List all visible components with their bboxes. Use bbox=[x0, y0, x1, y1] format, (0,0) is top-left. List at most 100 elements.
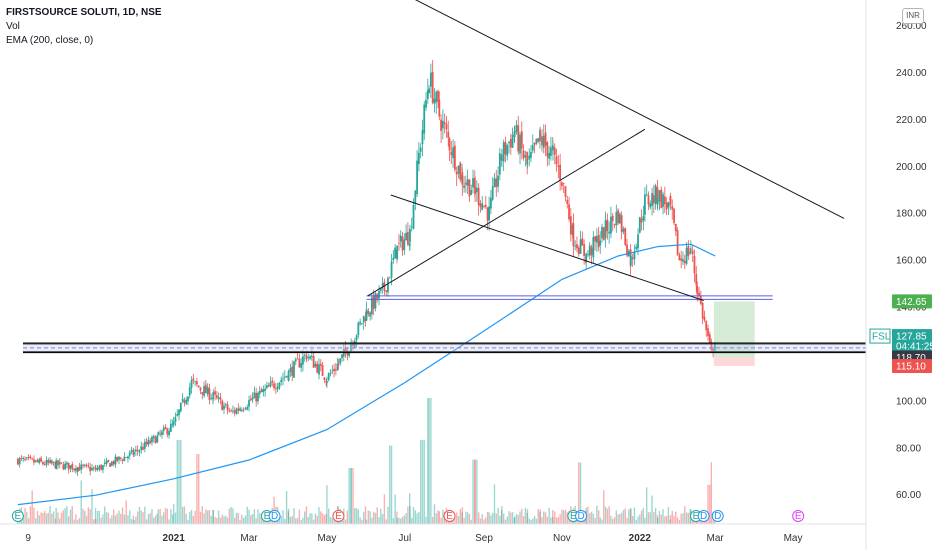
candle-body bbox=[437, 91, 439, 102]
candle-body bbox=[107, 459, 110, 463]
candle-body bbox=[300, 363, 303, 368]
candle-body bbox=[656, 201, 659, 205]
volume-bar bbox=[431, 517, 434, 524]
candle-body bbox=[67, 462, 70, 470]
volume-bar bbox=[180, 440, 182, 524]
candle-body bbox=[452, 147, 454, 159]
volume-bar bbox=[543, 511, 545, 524]
volume-bar bbox=[68, 516, 70, 524]
volume-bar bbox=[398, 517, 400, 524]
candle-body bbox=[372, 295, 375, 310]
volume-bar bbox=[104, 506, 106, 524]
volume-bar bbox=[316, 515, 318, 524]
volume-bar bbox=[468, 513, 471, 524]
candle-body bbox=[629, 256, 632, 265]
volume-bar bbox=[69, 509, 72, 524]
volume-bar bbox=[396, 511, 398, 524]
candle-body bbox=[123, 456, 126, 461]
candle-body bbox=[230, 410, 233, 412]
candle-body bbox=[481, 203, 484, 210]
candle-body bbox=[214, 391, 216, 395]
currency-badge[interactable]: INR bbox=[902, 8, 924, 24]
volume-bar bbox=[557, 517, 560, 524]
candle-body bbox=[660, 189, 663, 209]
volume-bar bbox=[219, 517, 222, 524]
candle-body bbox=[392, 257, 395, 261]
legend-volume[interactable]: Vol bbox=[6, 21, 20, 32]
candle-body bbox=[601, 227, 603, 239]
volume-bar bbox=[561, 509, 563, 524]
candle-body bbox=[203, 386, 205, 396]
volume-bar bbox=[341, 518, 343, 524]
volume-bar bbox=[628, 509, 630, 524]
candle-body bbox=[262, 389, 265, 393]
volume-bar bbox=[107, 512, 109, 524]
volume-bar bbox=[239, 519, 241, 524]
candle-body bbox=[208, 388, 211, 400]
volume-bar bbox=[502, 513, 505, 524]
y-tick-label: 180.00 bbox=[896, 209, 927, 220]
event-marker-label: D bbox=[577, 511, 584, 522]
candle-body bbox=[127, 456, 129, 459]
candle-body bbox=[161, 431, 163, 436]
volume-bar bbox=[216, 517, 218, 524]
volume-bar bbox=[304, 511, 306, 524]
legend-ema[interactable]: EMA (200, close, 0) bbox=[6, 35, 94, 46]
candle-body bbox=[441, 120, 444, 129]
candle-body bbox=[251, 397, 254, 400]
candle-body bbox=[103, 462, 106, 464]
candle-body bbox=[76, 467, 79, 473]
volume-bar bbox=[282, 509, 284, 524]
candle-body bbox=[569, 216, 572, 235]
candle-body bbox=[134, 449, 137, 452]
volume-bar bbox=[31, 490, 33, 524]
legend-symbol-title[interactable]: FIRSTSOURCE SOLUTI, 1D, NSE bbox=[6, 7, 162, 18]
volume-bar bbox=[646, 487, 648, 524]
candle-body bbox=[673, 208, 675, 224]
volume-bar bbox=[129, 510, 131, 524]
candle-body bbox=[583, 244, 586, 257]
candle-body bbox=[388, 277, 391, 279]
candle-body bbox=[674, 223, 677, 232]
volume-bar bbox=[412, 506, 415, 524]
volume-bar bbox=[354, 508, 356, 524]
volume-bar bbox=[532, 518, 534, 524]
candle-body bbox=[520, 131, 523, 149]
volume-bar bbox=[178, 440, 180, 524]
candle-body bbox=[119, 457, 122, 459]
y-tick-label: 160.00 bbox=[896, 256, 927, 267]
candle-body bbox=[459, 162, 462, 180]
candle-body bbox=[708, 334, 711, 343]
candle-body bbox=[181, 398, 184, 402]
candle-body bbox=[159, 433, 162, 435]
candle-body bbox=[176, 413, 179, 416]
volume-bar bbox=[241, 514, 243, 524]
candle-body bbox=[128, 452, 131, 456]
volume-bar bbox=[154, 515, 157, 524]
candle-body bbox=[168, 430, 170, 436]
volume-bar bbox=[85, 515, 88, 524]
volume-bar bbox=[533, 515, 536, 524]
candle-body bbox=[269, 382, 272, 387]
candle-body bbox=[604, 220, 607, 239]
volume-bar bbox=[513, 516, 516, 524]
candle-body bbox=[656, 187, 659, 204]
chart-legend: FIRSTSOURCE SOLUTI, 1D, NSE Vol EMA (200… bbox=[6, 6, 162, 48]
volume-bar bbox=[27, 518, 30, 524]
candle-body bbox=[215, 395, 218, 398]
volume-bar bbox=[642, 507, 645, 524]
volume-bar bbox=[465, 511, 467, 524]
volume-bar bbox=[455, 512, 458, 524]
volume-bar bbox=[599, 517, 601, 524]
volume-bar bbox=[684, 506, 686, 524]
candle-body bbox=[552, 145, 554, 151]
volume-bar bbox=[214, 517, 216, 524]
candle-body bbox=[707, 328, 709, 337]
candle-body bbox=[455, 172, 458, 175]
candle-body bbox=[212, 392, 215, 397]
candle-body bbox=[592, 237, 595, 258]
volume-bar bbox=[118, 510, 120, 524]
volume-bar bbox=[554, 511, 556, 524]
volume-bar bbox=[669, 519, 671, 524]
